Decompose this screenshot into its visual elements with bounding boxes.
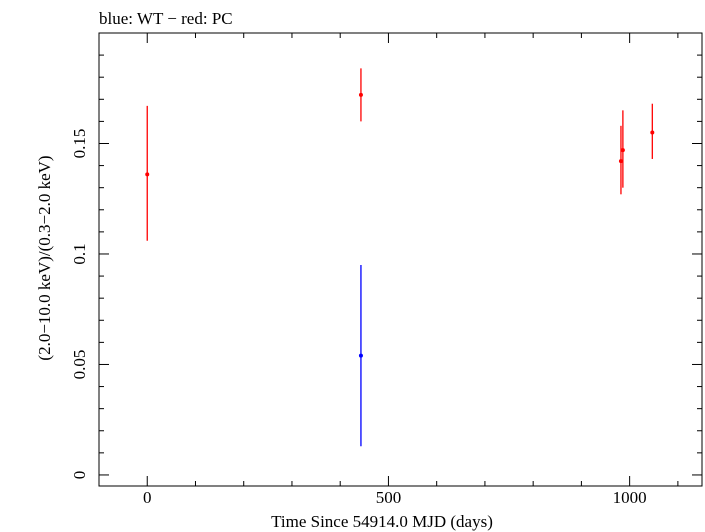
data-marks (145, 68, 655, 447)
data-point-wt (358, 353, 363, 358)
y-tick-label: 0.15 (70, 129, 89, 159)
data-point-pc (650, 130, 655, 135)
chart-title: blue: WT − red: PC (99, 9, 233, 28)
axis-ticks (98, 32, 702, 486)
data-point-pc (358, 92, 363, 97)
x-tick-label: 1000 (613, 488, 647, 507)
data-point-pc (620, 148, 625, 153)
y-tick-label: 0 (70, 471, 89, 480)
x-axis-label: Time Since 54914.0 MJD (days) (271, 512, 493, 531)
data-point-pc (145, 172, 150, 177)
y-axis-label: (2.0−10.0 keV)/(0.3−2.0 keV) (35, 155, 54, 360)
axis-tick-labels: 0 500 1000 0 0.05 0.1 0.15 (70, 129, 647, 507)
y-tick-label: 0.1 (70, 243, 89, 264)
x-tick-label: 500 (376, 488, 402, 507)
x-tick-label: 0 (143, 488, 152, 507)
data-point-pc (618, 159, 623, 164)
plot-frame (98, 32, 703, 487)
y-tick-label: 0.05 (70, 350, 89, 380)
